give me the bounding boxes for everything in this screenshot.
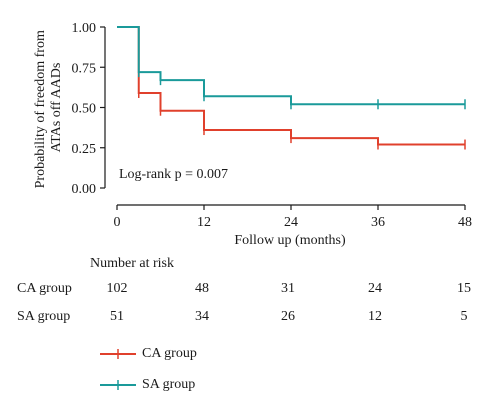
series-line-ca-group [117,26,465,146]
risk-row-label-sa: SA group [17,309,71,324]
series-line-sa-group [117,26,465,106]
x-tick-label: 36 [371,215,385,230]
x-tick-label: 24 [284,215,298,230]
risk-sa-48: 5 [460,309,468,324]
legend-swatch-ca [100,349,136,359]
legend-swatch-sa [100,380,136,390]
survival-chart: 0.00 0.25 0.50 0.75 1.00 0 12 24 36 48 Log-rank p… [33,21,473,248]
risk-ca-48: 15 [457,281,471,296]
x-tick-label: 0 [114,215,121,230]
y-tick-label: 0.25 [72,142,97,157]
risk-ca-36: 24 [368,281,382,296]
y-tick-label: 1.00 [72,21,97,36]
legend-label-sa: SA group [142,377,196,392]
risk-sa-0: 51 [110,309,124,324]
x-tick-label: 48 [458,215,472,230]
y-tick-label: 0.00 [72,182,97,197]
y-axis-label-line-2: ATAs off AADs [49,63,64,153]
legend-item-sa: SA group [98,376,258,396]
x-axis-label: Follow up (months) [234,233,346,248]
legend-item-ca: CA group [98,345,258,365]
risk-ca-24: 31 [281,281,295,296]
risk-ca-12: 48 [195,281,209,296]
risk-sa-12: 34 [195,309,209,324]
y-axis-label-line-1: Probability of freedom from [33,30,48,188]
risk-table-title: Number at risk [90,256,174,271]
risk-row-label-ca: CA group [17,281,72,296]
y-tick-label: 0.75 [72,61,97,76]
risk-ca-0: 102 [106,281,128,296]
y-tick-label: 0.50 [72,102,97,117]
x-tick-label: 12 [197,215,211,230]
series-layer [117,26,466,150]
risk-sa-36: 12 [368,309,382,324]
y-axis-label: Probability of freedom from ATAs off AAD… [33,27,64,189]
risk-sa-24: 26 [281,309,295,324]
axes: 0.00 0.25 0.50 0.75 1.00 0 12 24 36 48 [72,21,473,230]
legend-label-ca: CA group [142,346,197,361]
log-rank-annotation: Log-rank p = 0.007 [119,167,228,182]
